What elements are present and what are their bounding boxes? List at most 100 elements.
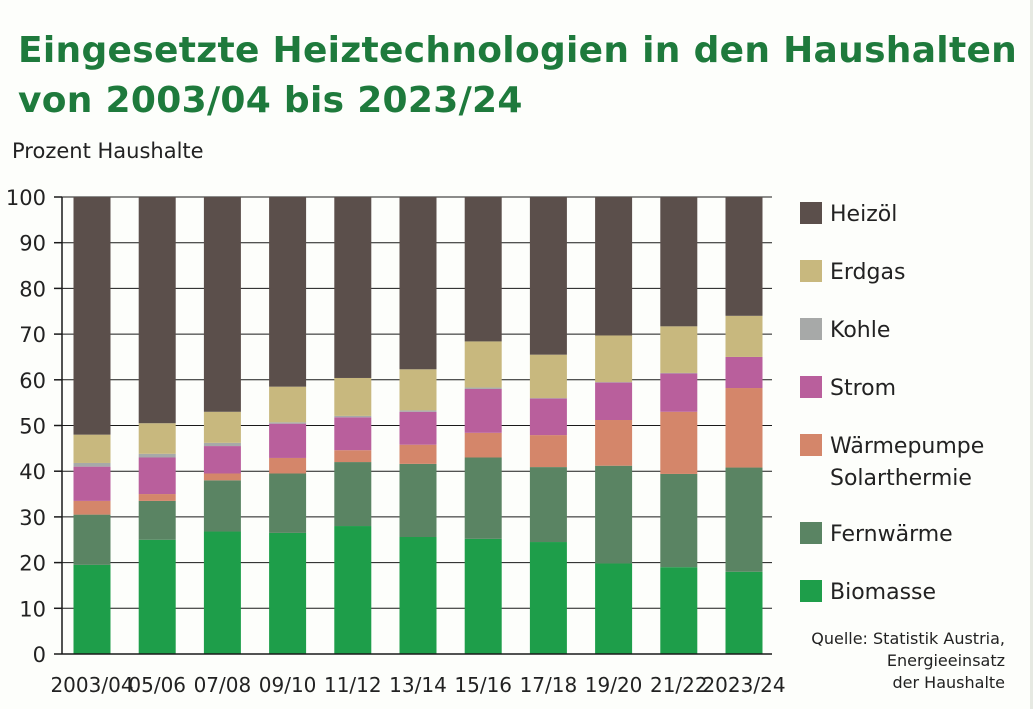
bar-biomasse-4	[334, 526, 372, 654]
y-tick-label-10: 10	[19, 597, 46, 621]
bar-w-rmepumpe-solarthermie-1	[138, 494, 176, 501]
y-tick-label-70: 70	[19, 323, 46, 347]
bar-w-rmepumpe-solarthermie-9	[660, 411, 698, 474]
bar-erdgas-2	[203, 411, 241, 443]
chart-title-line1: Eingesetzte Heiztechnologien in den Haus…	[18, 30, 1018, 71]
bar-biomasse-0	[73, 564, 111, 654]
y-tick-label-80: 80	[19, 277, 46, 301]
bar-heiz-l-2	[203, 197, 241, 412]
x-tick-label-4: 11/12	[324, 673, 382, 697]
bar-strom-0	[73, 466, 111, 501]
bar-fernw-rme-0	[73, 514, 111, 565]
bar-erdgas-10	[725, 315, 763, 357]
legend-swatch-heiz-l	[800, 202, 822, 224]
bar-heiz-l-3	[269, 197, 307, 387]
legend-swatch-kohle	[800, 318, 822, 340]
legend-label-fernw-rme: Fernwärme	[830, 522, 953, 547]
bar-kohle-1	[138, 453, 176, 458]
y-axis-label: Prozent Haushalte	[12, 139, 204, 163]
bar-heiz-l-0	[73, 197, 111, 435]
legend-label-erdgas: Erdgas	[830, 260, 905, 285]
bar-heiz-l-9	[660, 197, 698, 327]
x-tick-label-5: 13/14	[389, 673, 447, 697]
source-note: Quelle: Statistik Austria, Energieeinsat…	[811, 628, 1005, 694]
bar-strom-8	[595, 382, 633, 421]
bar-heiz-l-10	[725, 197, 763, 316]
bar-heiz-l-4	[334, 197, 372, 378]
bar-biomasse-8	[595, 563, 633, 654]
bar-fernw-rme-8	[595, 465, 633, 564]
bar-heiz-l-8	[595, 197, 633, 336]
bar-fernw-rme-2	[203, 480, 241, 532]
bar-kohle-6	[464, 387, 502, 389]
bar-kohle-5	[399, 410, 437, 412]
x-tick-label-10: 2023/24	[702, 673, 785, 697]
bar-biomasse-3	[269, 532, 307, 654]
bar-fernw-rme-5	[399, 463, 437, 538]
bar-erdgas-8	[595, 335, 633, 383]
bar-kohle-0	[73, 462, 111, 467]
bar-erdgas-4	[334, 377, 372, 416]
bar-w-rmepumpe-solarthermie-10	[725, 388, 763, 468]
bar-w-rmepumpe-solarthermie-5	[399, 444, 437, 464]
bar-fernw-rme-6	[464, 457, 502, 539]
bar-biomasse-1	[138, 539, 176, 654]
y-tick-label-30: 30	[19, 506, 46, 530]
bar-w-rmepumpe-solarthermie-6	[464, 432, 502, 458]
bar-strom-2	[203, 446, 241, 474]
bar-biomasse-5	[399, 537, 437, 654]
bar-biomasse-2	[203, 531, 241, 654]
bar-w-rmepumpe-solarthermie-7	[529, 435, 567, 468]
bar-heiz-l-1	[138, 197, 176, 424]
y-tick-label-60: 60	[19, 369, 46, 393]
bar-w-rmepumpe-solarthermie-8	[595, 420, 633, 466]
source-line3: der Haushalte	[892, 673, 1005, 692]
bar-biomasse-10	[725, 571, 763, 654]
bar-w-rmepumpe-solarthermie-2	[203, 473, 241, 481]
bar-strom-3	[269, 423, 307, 458]
bar-strom-4	[334, 417, 372, 451]
bar-fernw-rme-4	[334, 462, 372, 527]
legend-label-strom: Strom	[830, 376, 896, 401]
bar-erdgas-7	[529, 354, 567, 399]
bar-heiz-l-5	[399, 197, 437, 370]
bar-heiz-l-6	[464, 197, 502, 342]
y-tick-label-40: 40	[19, 460, 46, 484]
bar-heiz-l-7	[529, 197, 567, 355]
bar-fernw-rme-3	[269, 473, 307, 533]
legend-swatch-erdgas	[800, 260, 822, 282]
y-tick-label-20: 20	[19, 552, 46, 576]
bar-erdgas-0	[73, 434, 111, 463]
legend-label-heiz-l: Heizöl	[830, 202, 897, 227]
x-tick-label-7: 17/18	[520, 673, 578, 697]
bar-strom-5	[399, 411, 437, 445]
bar-strom-6	[464, 388, 502, 433]
bar-w-rmepumpe-solarthermie-3	[269, 457, 307, 474]
bar-fernw-rme-1	[138, 500, 176, 540]
bar-kohle-3	[269, 422, 307, 424]
y-tick-label-100: 100	[6, 186, 46, 210]
bar-fernw-rme-7	[529, 467, 567, 543]
legend-swatch-fernw-rme	[800, 522, 822, 544]
x-tick-label-1: 05/06	[128, 673, 186, 697]
bar-kohle-4	[334, 415, 372, 418]
bar-strom-10	[725, 356, 763, 389]
bar-erdgas-1	[138, 423, 176, 454]
bar-biomasse-9	[660, 567, 698, 654]
chart-title: Eingesetzte Heiztechnologien in den Haus…	[18, 26, 1017, 126]
bar-biomasse-7	[529, 542, 567, 654]
bar-erdgas-9	[660, 326, 698, 373]
bar-kohle-2	[203, 442, 241, 447]
bar-erdgas-3	[269, 386, 307, 423]
bar-w-rmepumpe-solarthermie-0	[73, 500, 111, 515]
y-tick-label-0: 0	[33, 643, 46, 667]
x-tick-label-0: 2003/04	[50, 673, 133, 697]
x-tick-label-8: 19/20	[585, 673, 643, 697]
bar-strom-9	[660, 373, 698, 412]
source-line1: Quelle: Statistik Austria,	[811, 629, 1005, 648]
legend-swatch-strom	[800, 376, 822, 398]
x-tick-label-3: 09/10	[259, 673, 317, 697]
bar-fernw-rme-10	[725, 467, 763, 572]
bar-erdgas-5	[399, 369, 437, 411]
